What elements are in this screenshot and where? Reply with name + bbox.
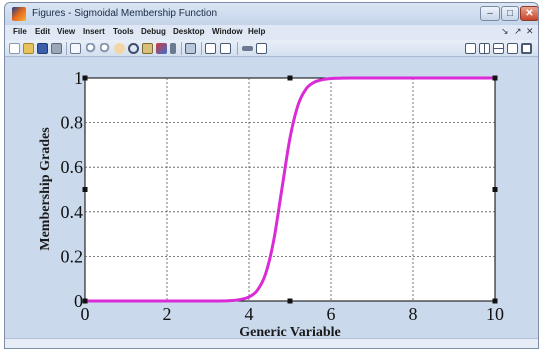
status-bar	[5, 338, 538, 348]
axes-box[interactable]	[84, 77, 496, 302]
maximize-button[interactable]: □	[501, 6, 519, 21]
toolbar-separator	[66, 42, 67, 55]
matlab-logo-icon	[12, 7, 26, 21]
save-icon[interactable]	[37, 43, 48, 54]
sigmoid-curve[interactable]	[85, 76, 495, 303]
axis-ticks: 0 2 4 6 8 10 0 0.2 0.4 0.6 0.8 1	[61, 68, 505, 324]
x-tick-label: 0	[81, 304, 90, 324]
minimize-button[interactable]: –	[480, 6, 500, 21]
top-bottom-split-icon[interactable]	[493, 43, 504, 54]
maximize-icon: □	[506, 8, 514, 19]
colorbar-icon[interactable]	[185, 43, 196, 54]
left-right-split-icon[interactable]	[479, 43, 490, 54]
window-title: Figures - Sigmoidal Membership Function	[32, 8, 218, 19]
link-icon[interactable]	[170, 43, 176, 54]
x-axis-label: Generic Variable	[239, 325, 341, 338]
open-file-icon[interactable]	[23, 43, 34, 54]
grid-lines	[85, 78, 495, 301]
menu-file[interactable]: File	[13, 27, 27, 36]
dock-icon[interactable]	[256, 43, 267, 54]
tile-icon[interactable]	[465, 43, 476, 54]
y-tick-label: 0	[74, 291, 83, 311]
menu-bar: File Edit View Insert Tools Debug Deskto…	[5, 25, 538, 40]
y-tick-label: 0.6	[61, 157, 84, 177]
close-figure-icon[interactable]: ✕	[526, 26, 534, 36]
pan-icon[interactable]	[114, 43, 125, 54]
x-tick-label: 4	[245, 304, 254, 324]
zoom-in-icon[interactable]	[86, 43, 97, 54]
menu-help[interactable]: Help	[248, 27, 266, 36]
show-plot-tools-icon[interactable]	[242, 46, 253, 51]
selection-handle[interactable]	[82, 298, 88, 304]
menu-debug[interactable]: Debug	[141, 27, 166, 36]
y-axis-label: Membership Grades	[38, 127, 53, 251]
selection-handles	[82, 75, 498, 304]
menu-desktop[interactable]: Desktop	[173, 27, 205, 36]
print-icon[interactable]	[51, 43, 62, 54]
figure-toolbar	[5, 40, 538, 57]
zoom-out-icon[interactable]	[100, 43, 111, 54]
menu-view[interactable]: View	[57, 27, 76, 36]
select-arrow-icon[interactable]	[70, 43, 81, 54]
legend-icon[interactable]	[205, 43, 216, 54]
close-button[interactable]: ✕	[520, 6, 538, 21]
selection-handle[interactable]	[492, 75, 498, 81]
menu-tools[interactable]: Tools	[113, 27, 134, 36]
hide-plot-tools-icon[interactable]	[220, 43, 231, 54]
new-figure-icon[interactable]	[9, 43, 20, 54]
curve-layer	[85, 76, 495, 303]
y-tick-label: 0.2	[61, 246, 84, 266]
y-tick-label: 0.4	[61, 202, 84, 222]
figure-canvas: 0 2 4 6 8 10 0 0.2 0.4 0.6 0.8 1 Generic Variable M…	[5, 58, 538, 340]
x-tick-label: 8	[409, 304, 418, 324]
close-icon: ✕	[525, 8, 534, 19]
float-icon[interactable]	[507, 43, 518, 54]
selection-handle[interactable]	[287, 298, 293, 304]
selection-handle[interactable]	[82, 187, 88, 192]
selection-handle[interactable]	[82, 75, 88, 81]
y-tick-label: 1	[74, 68, 83, 88]
selection-handle[interactable]	[287, 75, 293, 81]
dock-window-icon[interactable]	[521, 43, 532, 54]
x-tick-label: 2	[163, 304, 172, 324]
rotate-icon[interactable]	[128, 43, 139, 54]
restore-icon[interactable]: ↗	[514, 26, 522, 36]
menu-insert[interactable]: Insert	[83, 27, 105, 36]
brush-icon[interactable]	[156, 43, 167, 54]
selection-handle[interactable]	[492, 298, 498, 304]
x-tick-label: 10	[486, 304, 504, 324]
data-cursor-icon[interactable]	[142, 43, 153, 54]
minimize-icon: –	[487, 8, 493, 19]
menu-window[interactable]: Window	[212, 27, 243, 36]
title-bar[interactable]: Figures - Sigmoidal Membership Function …	[5, 3, 538, 25]
undock-icon[interactable]: ↘	[501, 26, 509, 36]
selection-handle[interactable]	[492, 187, 498, 192]
toolbar-separator	[181, 42, 182, 55]
y-tick-label: 0.8	[61, 113, 84, 133]
toolbar-separator	[237, 42, 238, 55]
x-tick-label: 6	[327, 304, 336, 324]
toolbar-separator	[201, 42, 202, 55]
sigmoid-plot: 0 2 4 6 8 10 0 0.2 0.4 0.6 0.8 1 Generic Variable M…	[38, 68, 505, 340]
menu-edit[interactable]: Edit	[35, 27, 51, 36]
figure-window: Figures - Sigmoidal Membership Function …	[4, 2, 539, 349]
